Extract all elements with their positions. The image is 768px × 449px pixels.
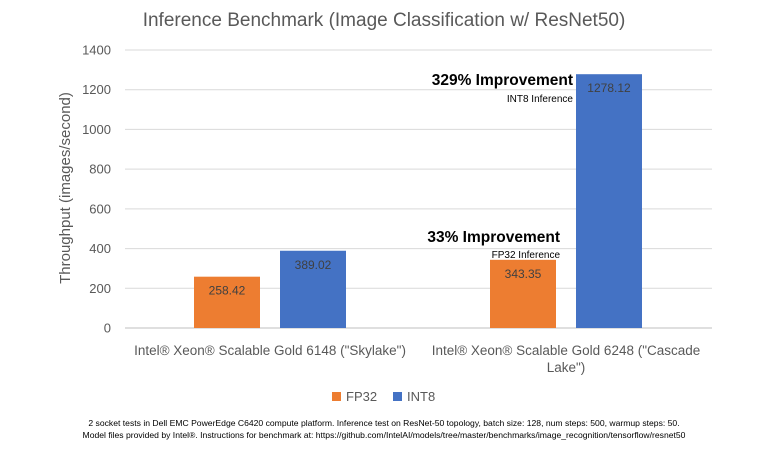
data-label-fp32-1: 258.42 — [209, 284, 246, 298]
annotation-fp32-title: 33% Improvement — [427, 229, 560, 246]
chart-title: Inference Benchmark (Image Classificatio… — [143, 10, 626, 31]
legend-swatch-int8 — [393, 392, 402, 401]
y-tick-label: 1000 — [82, 122, 111, 137]
category-label-2-line-1: Intel® Xeon® Scalable Gold 6248 ("Cascad… — [432, 343, 701, 358]
legend-swatch-fp32 — [332, 392, 341, 401]
y-tick-label: 1400 — [82, 43, 111, 58]
data-labels: 258.42 343.35 389.02 1278.12 — [209, 81, 631, 297]
category-label-2-line-2: Lake") — [547, 360, 586, 375]
legend: FP32 INT8 — [332, 389, 435, 404]
bar-fp32-1 — [194, 276, 260, 328]
y-tick-label: 1200 — [82, 82, 111, 97]
annotation-fp32: 33% Improvement FP32 Inference — [427, 229, 560, 261]
legend-label-fp32: FP32 — [346, 389, 377, 404]
data-label-int8-1: 389.02 — [295, 258, 332, 272]
y-axis-label: Throughput (images/second) — [57, 92, 74, 284]
bars — [194, 74, 642, 328]
annotation-int8-title: 329% Improvement — [432, 72, 573, 89]
category-label-1: Intel® Xeon® Scalable Gold 6148 ("Skylak… — [134, 343, 406, 358]
annotation-fp32-subtitle: FP32 Inference — [492, 250, 561, 261]
annotation-int8-subtitle: INT8 Inference — [507, 94, 574, 105]
y-axis-ticks: 0 200 400 600 800 1000 1200 1400 — [82, 43, 111, 336]
y-tick-label: 400 — [89, 241, 111, 256]
data-label-int8-2: 1278.12 — [587, 81, 631, 95]
bar-int8-1 — [280, 250, 346, 328]
legend-label-int8: INT8 — [407, 389, 435, 404]
footnote-line-2: Model files provided by Intel®. Instruct… — [83, 430, 686, 440]
y-tick-label: 800 — [89, 162, 111, 177]
bar-int8-2 — [576, 74, 642, 328]
y-tick-label: 600 — [89, 201, 111, 216]
category-labels: Intel® Xeon® Scalable Gold 6148 ("Skylak… — [134, 343, 700, 375]
footnote-line-1: 2 socket tests in Dell EMC PowerEdge C64… — [88, 418, 679, 428]
y-tick-label: 200 — [89, 281, 111, 296]
y-tick-label: 0 — [104, 321, 111, 336]
annotation-int8: 329% Improvement INT8 Inference — [432, 72, 574, 105]
bar-fp32-2 — [490, 259, 556, 328]
data-label-fp32-2: 343.35 — [505, 267, 542, 281]
